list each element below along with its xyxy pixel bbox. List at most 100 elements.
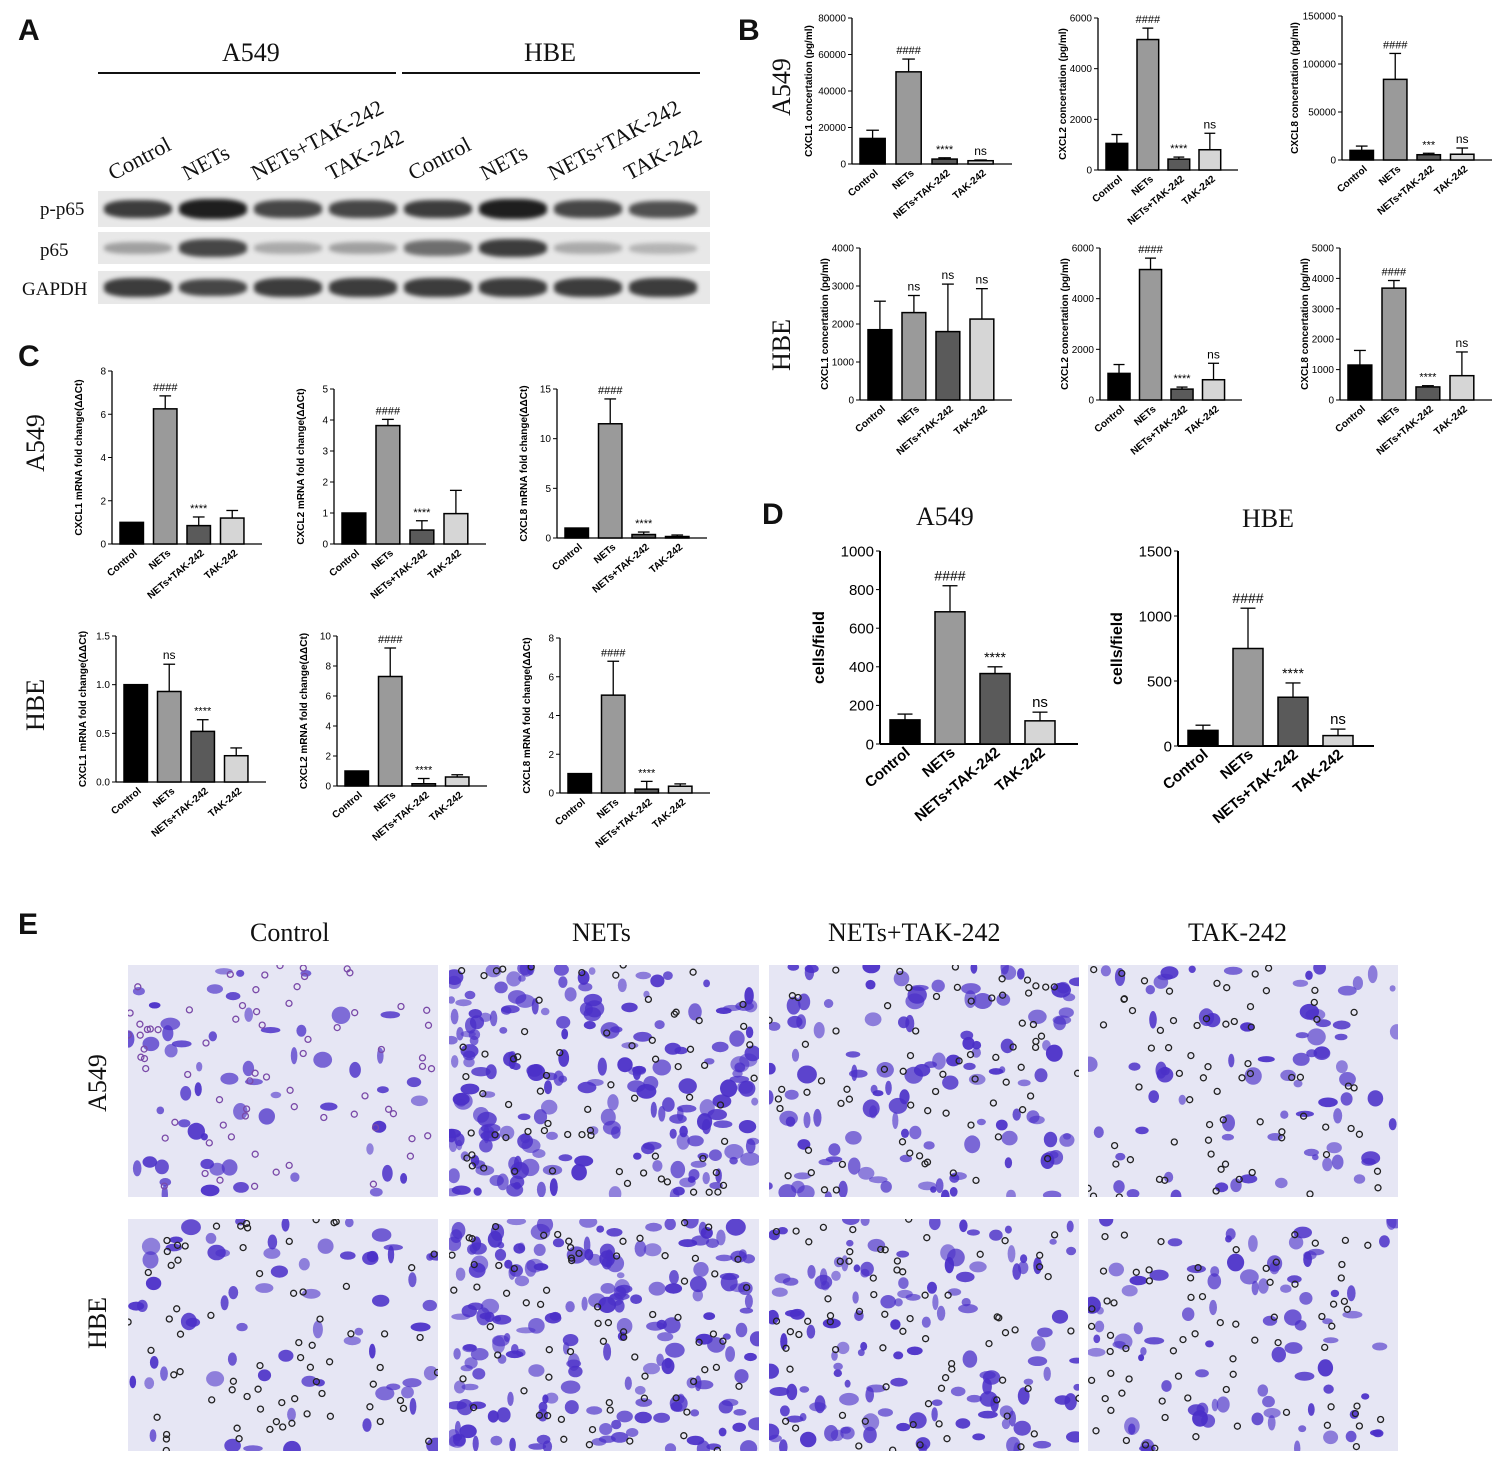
y-axis-label: cells/field	[811, 611, 828, 684]
stained-cell	[769, 1363, 779, 1379]
membrane-pore	[1229, 1355, 1237, 1363]
stained-cell	[821, 1280, 830, 1291]
stained-cell	[258, 1108, 275, 1125]
membrane-pore	[1351, 1409, 1360, 1418]
stained-cell	[451, 1313, 471, 1320]
stained-cell	[657, 1332, 674, 1342]
y-tick-label: 4	[548, 711, 554, 722]
bar	[1138, 268, 1163, 401]
y-axis-label: CXCL1 concertation (pg/ml)	[820, 258, 831, 390]
stained-cell	[838, 1180, 848, 1197]
membrane-pore	[1313, 1015, 1321, 1024]
stained-cell	[806, 1324, 816, 1339]
stained-cell	[791, 1048, 800, 1062]
membrane-pore	[931, 1087, 940, 1096]
stained-cell	[556, 1016, 571, 1029]
stained-cell	[630, 1294, 642, 1304]
significance-label: ns	[976, 273, 989, 287]
membrane-pore	[1044, 1272, 1052, 1281]
stained-cell	[990, 1396, 999, 1412]
stained-cell	[616, 1318, 633, 1335]
stained-cell	[320, 1102, 338, 1111]
stained-cell	[369, 1187, 383, 1197]
stained-cell	[206, 984, 223, 994]
membrane-pore	[389, 1110, 398, 1118]
stained-cell	[1186, 1264, 1206, 1274]
stained-cell	[1318, 1097, 1338, 1108]
stained-cell	[506, 971, 522, 987]
blot-band	[629, 200, 697, 218]
stained-cell	[656, 1353, 664, 1366]
membrane-pore	[1050, 983, 1058, 991]
stained-cell	[1307, 1028, 1326, 1046]
stained-cell	[366, 1143, 374, 1155]
stained-cell	[739, 1307, 754, 1314]
stained-cell	[988, 1068, 1004, 1075]
stained-cell	[470, 1348, 489, 1361]
blot-header-line-hbe	[402, 72, 700, 74]
membrane-pore	[1125, 1375, 1133, 1383]
membrane-pore	[819, 1223, 828, 1232]
membrane-pore	[548, 1167, 557, 1175]
significance-label: ****	[638, 767, 656, 779]
membrane-pore	[540, 1126, 549, 1135]
blot-band	[479, 278, 547, 297]
membrane-pore	[1202, 1015, 1211, 1023]
stained-cell	[678, 1078, 697, 1094]
membrane-pore	[469, 1403, 478, 1412]
membrane-pore	[893, 1257, 902, 1265]
y-tick-label: 8	[100, 367, 106, 378]
membrane-pore	[905, 984, 913, 992]
membrane-pore	[855, 1307, 864, 1316]
stained-cell	[1093, 1334, 1101, 1344]
stained-cell	[1069, 1357, 1079, 1364]
stained-cell	[664, 1283, 683, 1294]
stained-cell	[1138, 1354, 1145, 1362]
significance-label: ****	[413, 507, 431, 519]
membrane-pore	[242, 1105, 251, 1113]
stained-cell	[354, 1327, 364, 1336]
stained-cell	[260, 1027, 281, 1034]
stained-cell	[584, 1249, 594, 1261]
membrane-pore	[134, 983, 142, 991]
membrane-pore	[689, 1377, 698, 1386]
membrane-pore	[680, 1432, 688, 1440]
membrane-pore	[566, 1243, 575, 1252]
stained-cell	[654, 1020, 665, 1030]
stained-cell	[769, 1062, 776, 1075]
stained-cell	[890, 1319, 901, 1330]
stained-cell	[508, 1156, 520, 1171]
y-axis-label: CXCL8 mRNA fold change(ΔΔCt)	[522, 637, 533, 793]
stained-cell	[142, 1036, 160, 1052]
membrane-pore	[700, 1061, 709, 1070]
stained-cell	[461, 1383, 479, 1391]
membrane-pore	[630, 1094, 639, 1102]
membrane-pore	[861, 1417, 869, 1425]
stained-cell	[578, 982, 593, 992]
y-tick-label: 6	[325, 692, 331, 703]
membrane-pore	[849, 1225, 857, 1234]
membrane-pore	[1135, 1083, 1143, 1091]
y-tick-label: 1000	[1139, 608, 1172, 625]
bar	[1187, 729, 1219, 747]
stained-cell	[1144, 1337, 1165, 1345]
stained-cell	[706, 1238, 719, 1248]
category-label: TAK-242	[426, 548, 464, 582]
membrane-pore	[735, 1382, 743, 1390]
stained-cell	[228, 1286, 239, 1300]
micrograph-image	[449, 1219, 759, 1451]
stained-cell	[663, 971, 673, 980]
stained-cell	[670, 1401, 683, 1412]
stained-cell	[893, 970, 910, 987]
stained-cell	[669, 1128, 677, 1139]
membrane-pore	[881, 1310, 889, 1318]
micrograph	[1088, 965, 1398, 1197]
membrane-pore	[481, 1050, 489, 1058]
y-tick-label: 4	[325, 722, 331, 733]
stained-cell	[956, 1271, 975, 1283]
stained-cell	[787, 1015, 803, 1028]
stained-cell	[1018, 1261, 1029, 1275]
membrane-pore	[916, 1441, 924, 1449]
membrane-pore	[909, 1420, 917, 1429]
y-tick-label: 4000	[1070, 64, 1093, 75]
